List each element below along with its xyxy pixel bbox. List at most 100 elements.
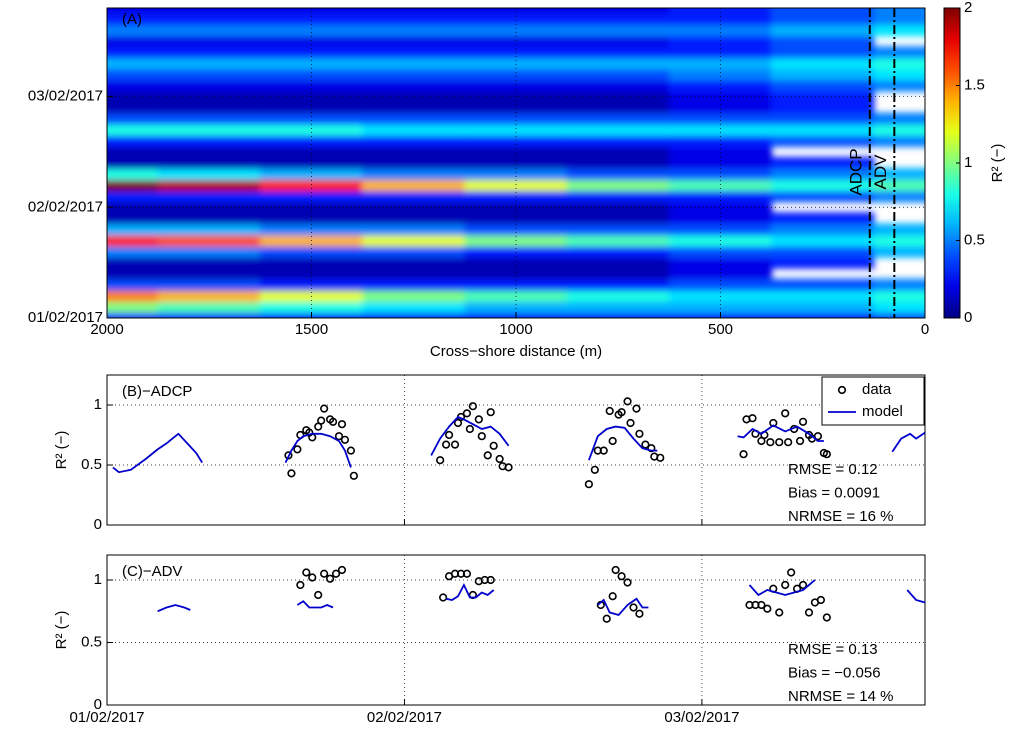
heatmap-cell <box>157 223 261 236</box>
data-point <box>486 408 495 417</box>
x-tick-label: 500 <box>708 321 733 338</box>
data-point <box>441 440 451 449</box>
heatmap-cell <box>157 289 261 302</box>
heatmap-cell <box>566 35 670 48</box>
heatmap-cell <box>873 24 925 37</box>
data-point <box>590 465 599 474</box>
colorbar-tick-label: 1.5 <box>964 76 985 93</box>
heatmap-cell <box>566 256 670 269</box>
heatmap-cells <box>107 8 925 318</box>
stat-annotation: Bias = 0.0091 <box>788 484 880 501</box>
heatmap-cell <box>259 179 364 192</box>
heatmap-cell <box>668 13 773 26</box>
heatmap-cell <box>259 300 364 313</box>
x-tick-label: 1000 <box>499 321 532 338</box>
heatmap-cell <box>259 256 364 269</box>
panel-label: (C)−ADV <box>122 563 182 580</box>
heatmap-cell <box>464 24 568 37</box>
data-point <box>584 480 593 489</box>
heatmap-cell <box>873 79 925 92</box>
heatmap-cell <box>566 13 670 26</box>
heatmap-cell <box>107 134 159 147</box>
data-point <box>804 608 814 617</box>
heatmap-cell <box>259 8 364 15</box>
heatmap-cell <box>771 168 875 181</box>
heatmap-cell <box>259 156 364 170</box>
heatmap-cell <box>157 212 261 225</box>
heatmap-cell <box>771 123 875 136</box>
x-tick-label: 03/02/2017 <box>664 709 739 726</box>
data-point <box>337 565 347 575</box>
heatmap-cell <box>362 8 466 15</box>
data-point <box>331 569 341 578</box>
heatmap-cell <box>668 24 773 37</box>
heatmap-cell <box>771 79 875 92</box>
heatmap-cell <box>259 168 364 181</box>
heatmap-cell <box>566 101 670 114</box>
data-point <box>629 603 638 612</box>
heatmap-cell <box>362 256 466 269</box>
heatmap-cell <box>771 234 875 247</box>
colorbar-tick-label: 2 <box>964 0 972 16</box>
heatmap-cell <box>464 13 568 26</box>
heatmap-cell <box>464 245 568 258</box>
data-point <box>748 414 757 423</box>
heatmap-cell <box>668 289 773 302</box>
data-point <box>623 397 632 406</box>
stat-annotation: NRMSE = 14 % <box>788 688 893 705</box>
heatmap-cell <box>107 46 159 59</box>
data-point <box>325 574 335 583</box>
data-point <box>611 565 620 575</box>
data-point <box>795 436 805 446</box>
heatmap-cell <box>157 112 261 125</box>
heatmap-cell <box>362 57 466 70</box>
heatmap-cell <box>771 289 875 302</box>
heatmap-cell <box>566 179 670 192</box>
heatmap-cell <box>107 156 159 170</box>
heatmap-cell <box>771 245 875 258</box>
data-point <box>477 432 486 441</box>
heatmap-cell <box>464 156 568 170</box>
heatmap-cell <box>873 8 925 15</box>
data-point <box>635 429 644 438</box>
heatmap-cell <box>259 68 364 81</box>
heatmap-cell <box>566 212 670 225</box>
heatmap-cell <box>668 68 773 81</box>
heatmap-cell <box>157 35 261 48</box>
heatmap-cell <box>668 101 773 114</box>
data-point <box>813 432 823 441</box>
heatmap-cell <box>873 57 925 70</box>
model-line <box>157 579 926 617</box>
heatmap-cell <box>107 311 159 318</box>
heatmap-cell <box>873 223 925 236</box>
heatmap-cell <box>873 245 925 258</box>
data-point <box>787 568 796 577</box>
heatmap-cell <box>259 101 364 114</box>
data-point <box>489 441 498 450</box>
data-point <box>599 446 608 455</box>
y-axis-label: R² (−) <box>53 431 70 470</box>
heatmap-cell <box>771 8 875 15</box>
heatmap-cell <box>362 123 466 136</box>
heatmap-cell <box>362 289 466 302</box>
x-tick-label: 2000 <box>90 321 123 338</box>
data-point <box>822 450 831 459</box>
data-point <box>608 592 617 601</box>
heatmap-cell <box>771 112 875 125</box>
heatmap-cell <box>566 145 670 158</box>
data-point <box>775 438 784 447</box>
data-point <box>474 415 483 424</box>
heatmap-cell <box>362 68 466 81</box>
heatmap-cell <box>873 112 925 125</box>
data-point <box>308 573 317 582</box>
heatmap-cell <box>362 134 466 147</box>
heatmap-cell <box>157 278 261 291</box>
heatmap-cell <box>566 68 670 81</box>
y-tick-label: 0.5 <box>81 456 102 473</box>
heatmap-cell <box>362 311 466 318</box>
heatmap-cell <box>157 201 261 214</box>
heatmap-cell <box>873 311 925 318</box>
heatmap-cell <box>107 179 159 192</box>
heatmap-cell <box>464 256 568 269</box>
